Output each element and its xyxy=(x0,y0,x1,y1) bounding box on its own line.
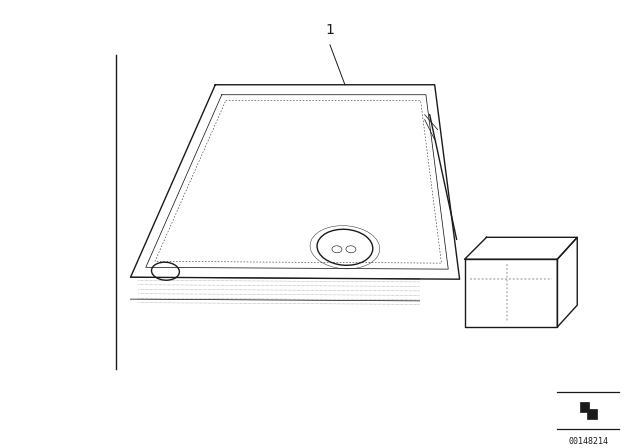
Polygon shape xyxy=(580,402,596,419)
Text: 00148214: 00148214 xyxy=(568,437,608,446)
Text: 1: 1 xyxy=(326,23,335,37)
